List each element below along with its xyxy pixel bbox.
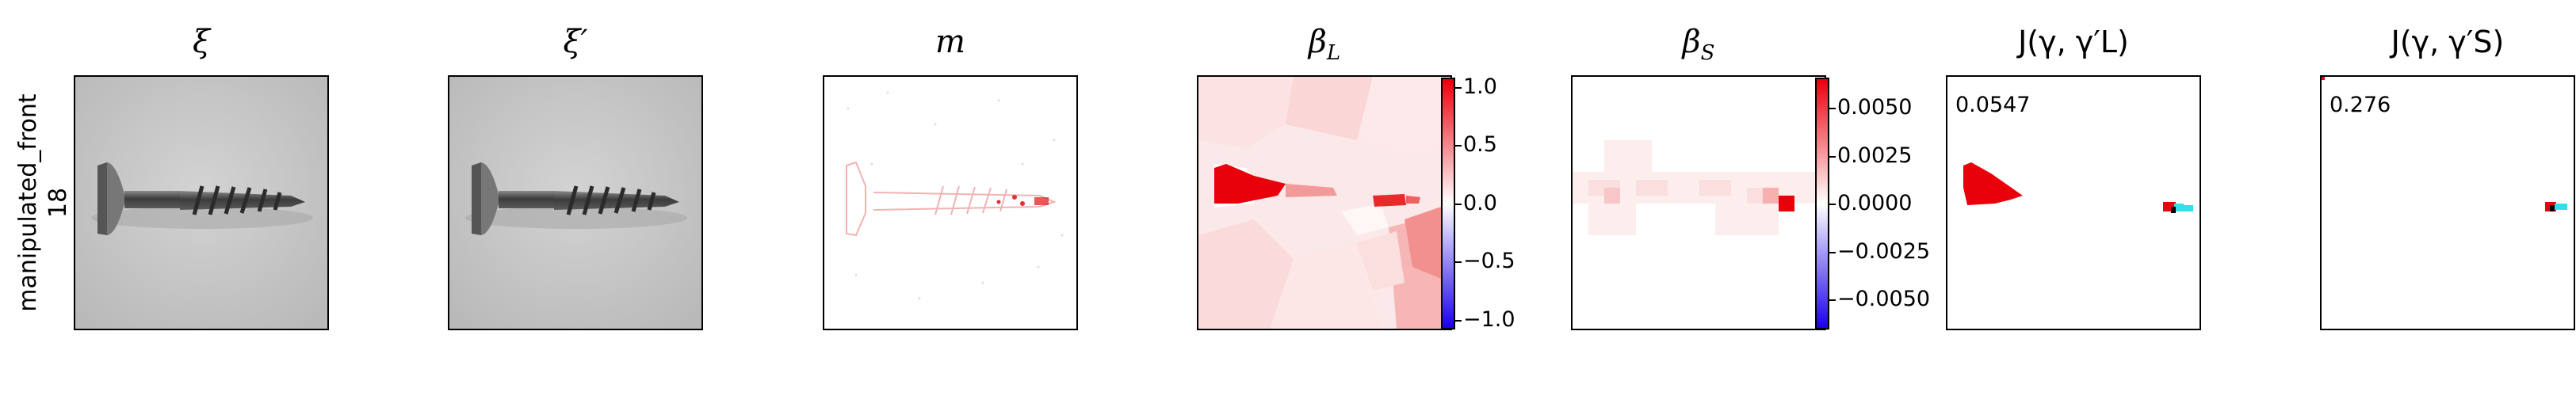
panel-mask [823, 75, 1078, 330]
colorbar-beta-s-tick: −0.0050 [1829, 287, 1931, 311]
colorbar-beta-s-tick: −0.0025 [1829, 239, 1931, 264]
colorbar-beta-l-tick: 0.0 [1455, 191, 1497, 215]
colorbar-beta-l-tick: −1.0 [1455, 307, 1515, 332]
panel-jaccard-l: 0.0547 [1946, 75, 2201, 330]
colorbar-beta-s-tick: 0.0050 [1829, 95, 1913, 120]
jaccard-s-overlay [2322, 77, 2567, 211]
colorbar-beta-l-tick: 0.5 [1455, 132, 1497, 157]
screw-manipulated-image [449, 77, 701, 329]
panel-jaccard-s: 0.276 [2320, 75, 2575, 330]
jaccard-s-score: 0.276 [2329, 93, 2391, 117]
colorbar-beta-l-ticks: 1.0 0.5 0.0 −0.5 −1.0 [1455, 74, 1582, 332]
panel-beta-l-heatmap [1197, 75, 1452, 330]
colorbar-beta-l-tick: 1.0 [1455, 74, 1497, 99]
panel-title-jaccard-s: J(γ, γ′S) [2391, 25, 2505, 59]
colorbar-beta-s-tick: 0.0025 [1829, 143, 1913, 168]
beta-l-heatmap [1198, 77, 1450, 329]
row-label-name: manipulated_front [14, 93, 42, 312]
colorbar-beta-l [1441, 78, 1455, 329]
colorbar-beta-s-ticks: 0.0050 0.0025 0.0000 −0.0025 −0.0050 [1829, 78, 1956, 329]
panel-title-beta-s: βS [1682, 24, 1715, 65]
jaccard-l-score: 0.0547 [1955, 93, 2031, 117]
screw-image [75, 77, 327, 329]
panel-title-beta-l: βL [1308, 24, 1341, 65]
panel-title-jaccard-l: J(γ, γ′L) [2018, 25, 2129, 59]
panel-title-mask: m [935, 24, 965, 60]
jaccard-l-overlay [1963, 162, 2193, 213]
panel-title-xi: ξ [192, 24, 211, 60]
colorbar-beta-s-tick: 0.0000 [1829, 191, 1913, 215]
panel-xi-prime-image [448, 75, 703, 330]
mask-image [824, 77, 1076, 329]
panel-xi-image [74, 75, 329, 330]
panel-title-xi-prime: ξ′ [563, 24, 588, 60]
panel-beta-s-heatmap [1571, 75, 1826, 330]
colorbar-beta-l-tick: −0.5 [1455, 249, 1515, 273]
row-label-index: 18 [44, 187, 72, 219]
beta-s-heatmap [1573, 77, 1825, 329]
colorbar-beta-s [1815, 78, 1829, 329]
